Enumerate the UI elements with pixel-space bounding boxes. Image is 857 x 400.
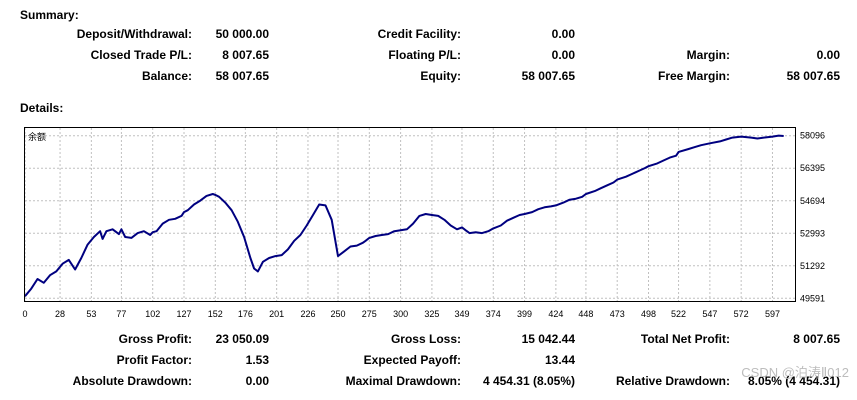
closed-pl-label: Closed Trade P/L: bbox=[90, 48, 192, 62]
y-tick-label: 58096 bbox=[800, 131, 825, 141]
x-tick-label: 473 bbox=[610, 309, 625, 319]
expected-payoff-value: 13.44 bbox=[544, 353, 575, 367]
equity-value: 58 007.65 bbox=[521, 69, 575, 83]
balance-series-line bbox=[25, 134, 784, 297]
x-tick-label: 547 bbox=[702, 309, 717, 319]
floating-pl-label: Floating P/L: bbox=[388, 48, 461, 62]
x-tick-label: 102 bbox=[145, 309, 160, 319]
maximal-drawdown-value: 4 454.31 (8.05%) bbox=[482, 374, 575, 388]
x-tick-label: 424 bbox=[548, 309, 563, 319]
x-tick-label: 572 bbox=[734, 309, 749, 319]
credit-value: 0.00 bbox=[551, 27, 575, 41]
profit-factor-label: Profit Factor: bbox=[116, 353, 192, 367]
x-tick-label: 176 bbox=[238, 309, 253, 319]
margin-label: Margin: bbox=[686, 48, 730, 62]
chart-title: 余额 bbox=[28, 132, 47, 142]
x-tick-label: 522 bbox=[671, 309, 686, 319]
relative-drawdown-label: Relative Drawdown: bbox=[615, 374, 730, 388]
expected-payoff-label: Expected Payoff: bbox=[363, 353, 461, 367]
maximal-drawdown-label: Maximal Drawdown: bbox=[345, 374, 461, 388]
total-net-profit-label: Total Net Profit: bbox=[640, 332, 730, 346]
watermark: CSDN @泊涛Ⅱ012 bbox=[741, 365, 849, 380]
deposit-label: Deposit/Withdrawal: bbox=[76, 27, 192, 41]
x-tick-label: 300 bbox=[393, 309, 408, 319]
x-tick-label: 77 bbox=[116, 309, 126, 319]
gross-loss-value: 15 042.44 bbox=[521, 332, 575, 346]
y-tick-label: 51292 bbox=[800, 261, 825, 271]
x-tick-label: 127 bbox=[176, 309, 191, 319]
x-tick-label: 250 bbox=[330, 309, 345, 319]
balance-value: 58 007.65 bbox=[215, 69, 269, 83]
gross-profit-label: Gross Profit: bbox=[118, 332, 192, 346]
y-tick-label: 54694 bbox=[800, 196, 825, 206]
x-tick-label: 399 bbox=[517, 309, 532, 319]
x-tick-label: 349 bbox=[454, 309, 469, 319]
x-tick-label: 53 bbox=[86, 309, 96, 319]
free-margin-label: Free Margin: bbox=[657, 69, 730, 83]
margin-value: 0.00 bbox=[816, 48, 840, 62]
balance-chart: 余额 bbox=[24, 127, 796, 302]
profit-factor-value: 1.53 bbox=[245, 353, 269, 367]
x-tick-label: 325 bbox=[424, 309, 439, 319]
equity-label: Equity: bbox=[420, 69, 461, 83]
x-tick-label: 498 bbox=[641, 309, 656, 319]
free-margin-value: 58 007.65 bbox=[786, 69, 840, 83]
balance-label: Balance: bbox=[141, 69, 192, 83]
relative-drawdown-value: 8.05% (4 454.31) bbox=[747, 374, 840, 388]
chart-plot bbox=[25, 128, 795, 301]
closed-pl-value: 8 007.65 bbox=[222, 48, 269, 62]
y-tick-label: 49591 bbox=[800, 293, 825, 303]
absolute-drawdown-value: 0.00 bbox=[245, 374, 269, 388]
x-tick-label: 152 bbox=[208, 309, 223, 319]
floating-pl-value: 0.00 bbox=[551, 48, 575, 62]
x-tick-label: 0 bbox=[22, 309, 27, 319]
absolute-drawdown-label: Absolute Drawdown: bbox=[72, 374, 192, 388]
deposit-value: 50 000.00 bbox=[215, 27, 269, 41]
x-tick-label: 226 bbox=[300, 309, 315, 319]
x-tick-label: 448 bbox=[578, 309, 593, 319]
gross-loss-label: Gross Loss: bbox=[390, 332, 461, 346]
x-tick-label: 374 bbox=[486, 309, 501, 319]
summary-title: Summary: bbox=[20, 8, 79, 22]
x-tick-label: 275 bbox=[362, 309, 377, 319]
gross-profit-value: 23 050.09 bbox=[215, 332, 269, 346]
x-tick-label: 28 bbox=[55, 309, 65, 319]
total-net-profit-value: 8 007.65 bbox=[793, 332, 840, 346]
credit-label: Credit Facility: bbox=[377, 27, 461, 41]
details-title: Details: bbox=[20, 101, 64, 115]
chart-axes: 0 28 53 77 102 127 152 176 201 226 250 275 300 325 349… bbox=[22, 131, 825, 319]
x-tick-label: 201 bbox=[269, 309, 284, 319]
x-tick-label: 597 bbox=[765, 309, 780, 319]
y-tick-label: 52993 bbox=[800, 228, 825, 238]
y-tick-label: 56395 bbox=[800, 163, 825, 173]
